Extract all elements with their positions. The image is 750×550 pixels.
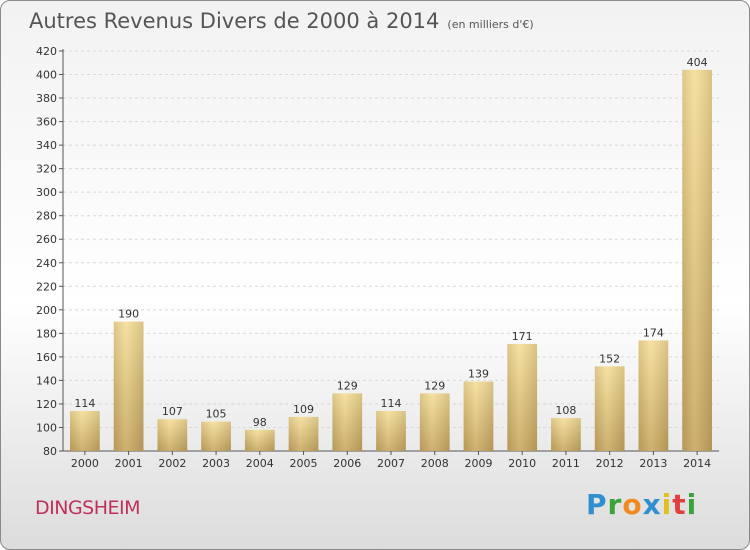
- bar-shade-2005: [288, 416, 319, 451]
- bar-shade-2002: [157, 419, 188, 451]
- bar-shade-2001: [113, 321, 144, 451]
- bar-shade-2003: [201, 421, 231, 451]
- x-tick-label: 2014: [683, 457, 711, 470]
- bar-shade-2012: [594, 366, 625, 451]
- y-tick-label: 380: [36, 92, 57, 105]
- bar-shade-2008: [419, 393, 450, 451]
- y-tick-label: 400: [36, 69, 57, 82]
- y-tick-label: 240: [36, 257, 57, 270]
- x-tick-label: 2005: [290, 457, 318, 470]
- x-tick-label: 2001: [115, 457, 143, 470]
- x-tick-label: 2009: [464, 457, 492, 470]
- data-label: 107: [162, 405, 183, 418]
- data-label: 129: [424, 379, 445, 392]
- bar-shade-2013: [638, 340, 669, 451]
- y-tick-label: 280: [36, 210, 57, 223]
- y-tick-label: 220: [36, 280, 57, 293]
- x-tick-label: 2011: [552, 457, 580, 470]
- bars: [69, 69, 713, 451]
- axes: 80 100 120 140 160 180 200 220 240 260 280 300 320 34…: [36, 45, 719, 470]
- data-label: 108: [555, 404, 576, 417]
- x-tick-label: 2000: [71, 457, 99, 470]
- proxiti-logo: Proxiti: [586, 488, 698, 521]
- bar-shade-2007: [376, 411, 406, 451]
- x-tick-label: 2002: [158, 457, 186, 470]
- x-tick-label: 2003: [202, 457, 230, 470]
- bar-shade-2004: [244, 429, 275, 451]
- data-label: 139: [468, 368, 489, 381]
- bar-shade-2006: [332, 393, 363, 451]
- place-name: DINGSHEIM: [35, 497, 141, 519]
- y-tick-label: 300: [36, 186, 57, 199]
- data-label: 129: [337, 379, 358, 392]
- x-tick-label: 2004: [246, 457, 274, 470]
- value-labels: 114 190 107 105 98 109 129 114 129 139 171 108 152 17…: [74, 56, 707, 429]
- data-label: 171: [512, 330, 533, 343]
- x-tick-label: 2007: [377, 457, 405, 470]
- chart-title-text: Autres Revenus Divers de 2000 à 2014: [29, 9, 440, 33]
- data-label: 109: [293, 403, 314, 416]
- y-tick-label: 360: [36, 116, 57, 129]
- bar-shade-2010: [507, 343, 538, 451]
- x-tick-label: 2010: [508, 457, 536, 470]
- y-tick-label: 200: [36, 304, 57, 317]
- bar-shade-2009: [463, 381, 494, 451]
- data-label: 404: [687, 56, 708, 69]
- data-label: 174: [643, 326, 664, 339]
- y-tick-label: 120: [36, 398, 57, 411]
- y-tick-label: 320: [36, 163, 57, 176]
- x-tick-label: 2006: [333, 457, 361, 470]
- bar-shade-2000: [69, 411, 100, 451]
- x-tick-label: 2013: [639, 457, 667, 470]
- data-label: 190: [118, 308, 139, 321]
- y-tick-label: 340: [36, 139, 57, 152]
- y-tick-label: 160: [36, 351, 57, 364]
- bar-shade-2014: [682, 69, 713, 451]
- y-tick-label: 80: [43, 445, 57, 458]
- data-label: 114: [74, 397, 95, 410]
- data-label: 105: [206, 408, 227, 421]
- y-tick-label: 180: [36, 327, 57, 340]
- chart-subtitle: (en milliers d'€): [447, 18, 534, 31]
- y-tick-label: 420: [36, 45, 57, 58]
- x-tick-label: 2008: [421, 457, 449, 470]
- data-label: 98: [253, 416, 267, 429]
- y-tick-label: 260: [36, 233, 57, 246]
- data-label: 114: [381, 397, 402, 410]
- data-label: 152: [599, 352, 620, 365]
- bar-shade-2011: [551, 418, 581, 451]
- x-tick-label: 2012: [596, 457, 624, 470]
- y-tick-label: 100: [36, 421, 57, 434]
- y-tick-label: 140: [36, 374, 57, 387]
- chart-title: Autres Revenus Divers de 2000 à 2014 (en …: [29, 9, 534, 33]
